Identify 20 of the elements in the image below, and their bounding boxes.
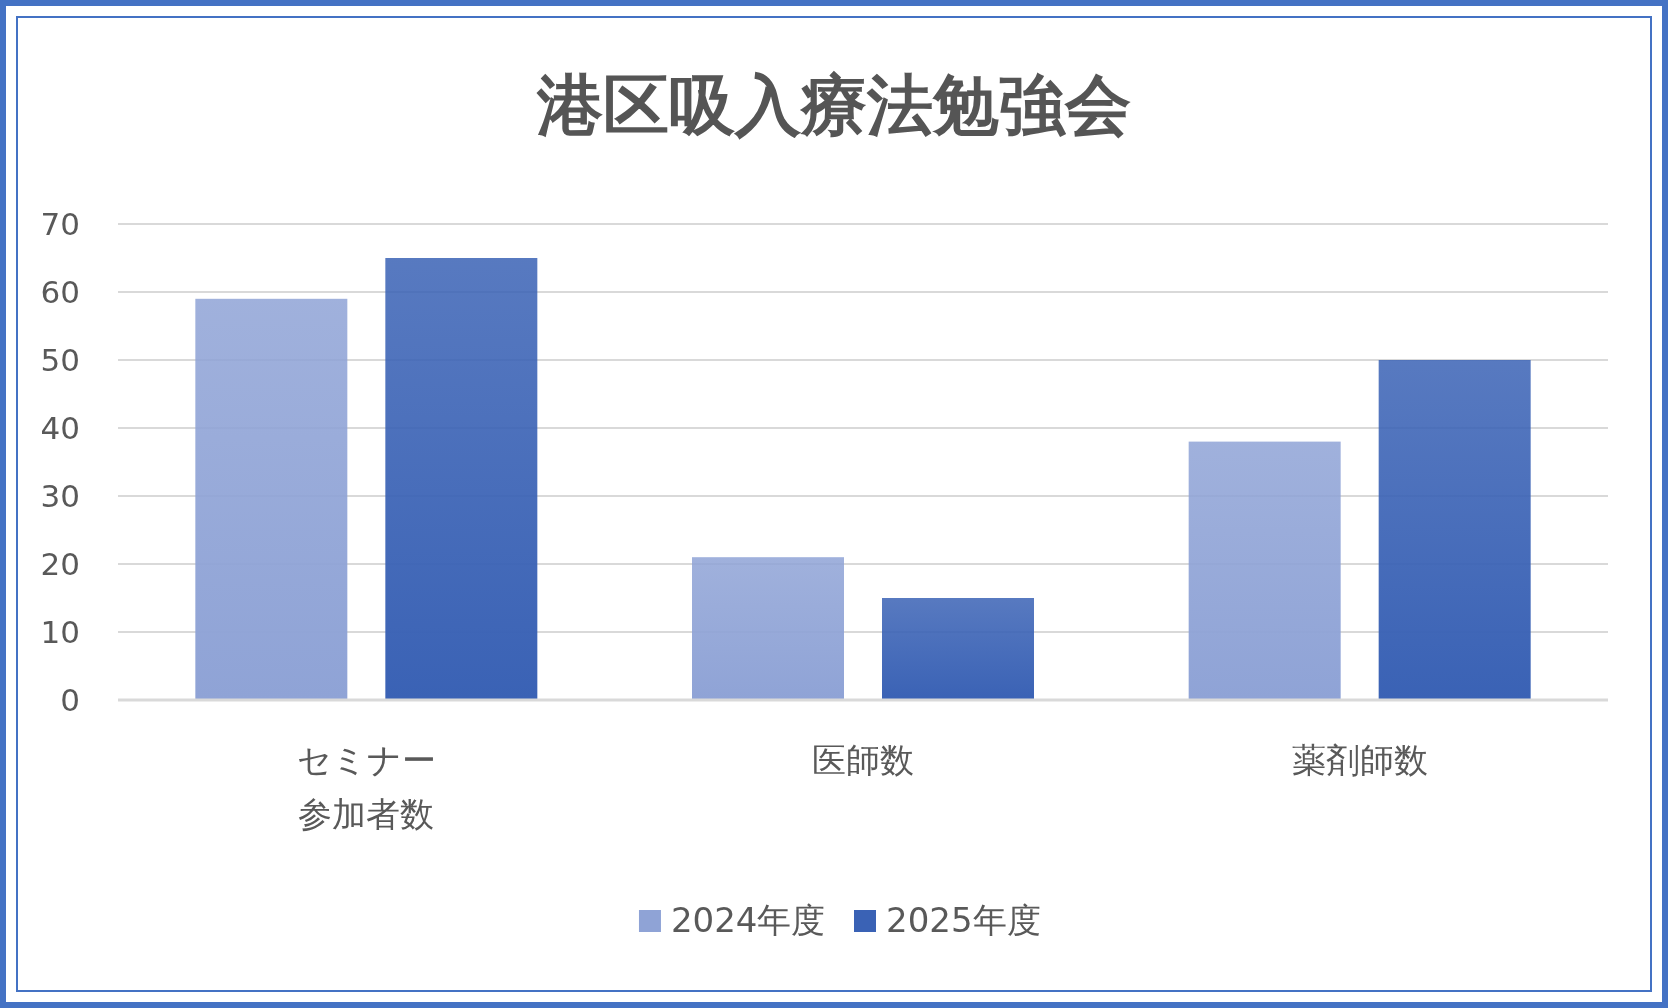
y-tick-label: 40 <box>40 410 80 446</box>
y-tick-label: 60 <box>40 274 80 310</box>
y-tick-label: 50 <box>40 342 80 378</box>
bar <box>1188 441 1341 700</box>
bar <box>385 258 538 700</box>
bar <box>195 298 348 700</box>
x-tick-label: 薬剤師数 <box>1291 740 1428 780</box>
y-tick-label: 30 <box>40 478 80 514</box>
y-tick-label: 0 <box>60 682 80 718</box>
x-tick-label: セミナー参加者数 <box>296 740 436 835</box>
bar <box>1378 360 1531 700</box>
chart-title: 港区吸入療法勉強会 <box>536 67 1131 144</box>
y-tick-label: 70 <box>40 206 80 242</box>
y-tick-label: 20 <box>40 546 80 582</box>
bar <box>692 557 844 700</box>
legend-label: 2025年度 <box>886 900 1041 940</box>
y-tick-label: 10 <box>40 614 80 650</box>
bar <box>882 598 1034 700</box>
legend-label: 2024年度 <box>670 900 826 940</box>
x-tick-label: 医師数 <box>812 740 914 780</box>
